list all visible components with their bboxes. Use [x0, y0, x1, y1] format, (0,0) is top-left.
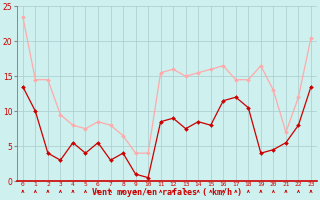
X-axis label: Vent moyen/en rafales ( km/h ): Vent moyen/en rafales ( km/h ): [92, 188, 242, 197]
